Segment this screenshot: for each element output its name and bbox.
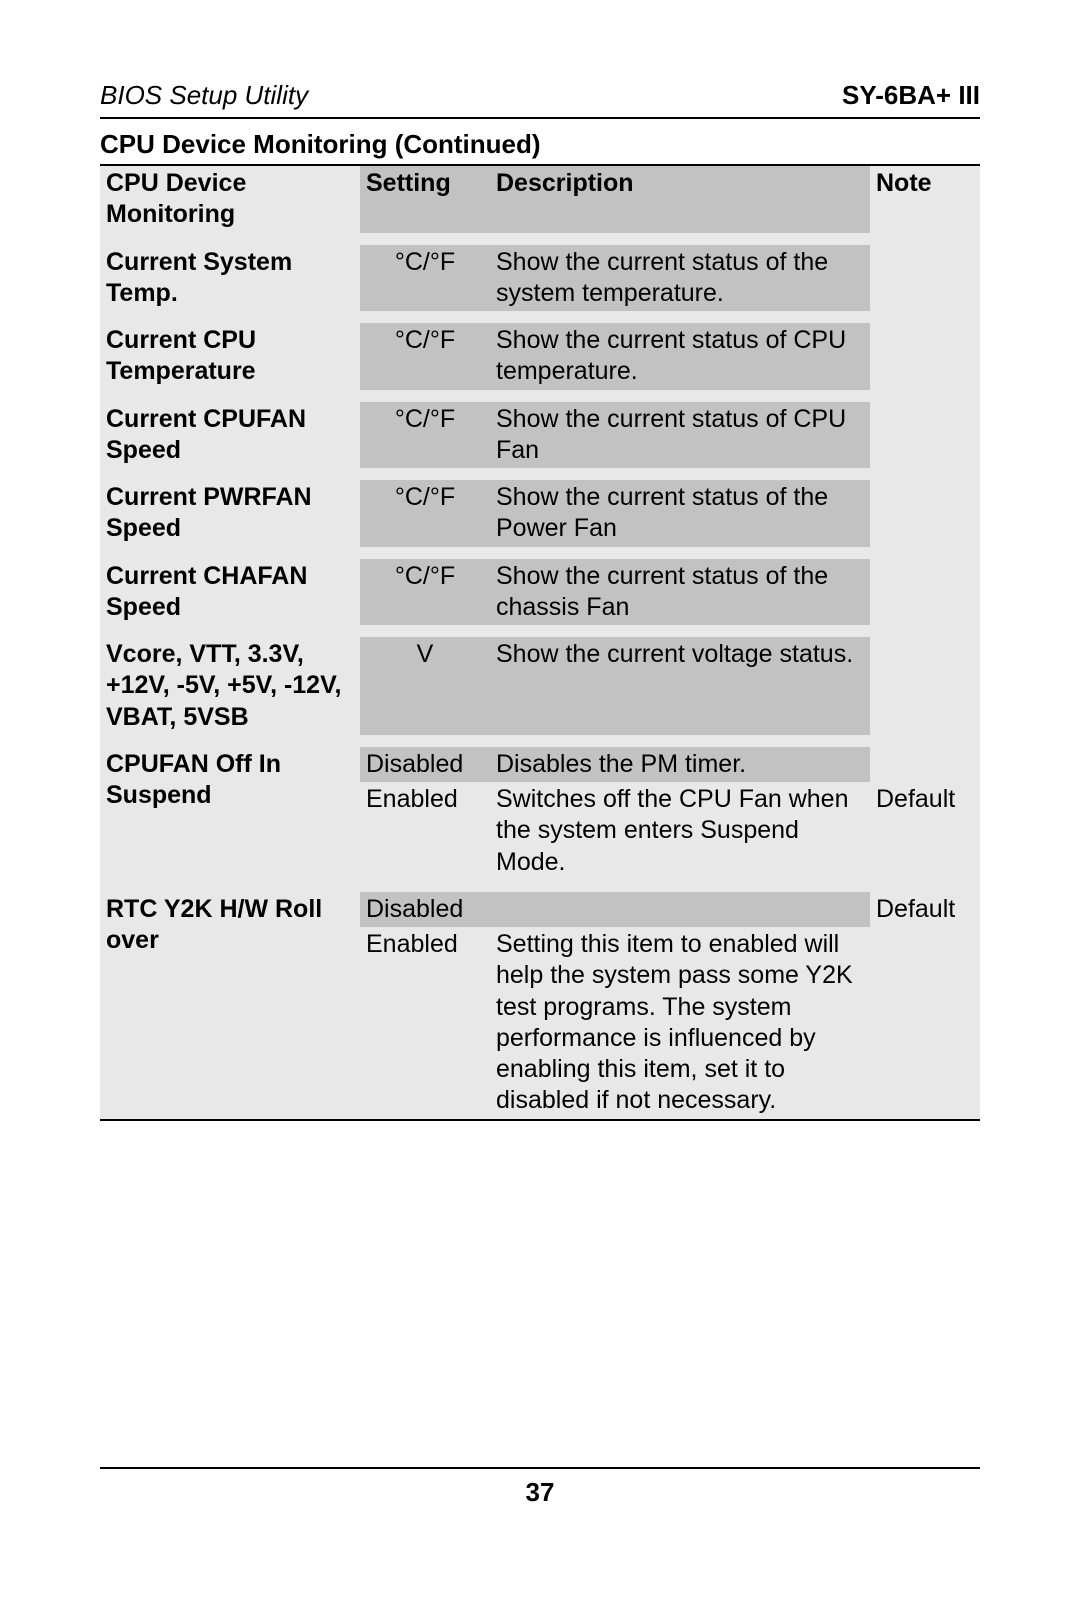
page-footer: 37 [100,1467,980,1508]
table-row: Current PWRFAN Speed°C/°FShow the curren… [100,480,980,547]
section-title: CPU Device Monitoring (Continued) [100,129,980,160]
row-name: Current CPU Temperature [100,323,360,390]
row-note [870,245,980,312]
page-header: BIOS Setup Utility SY-6BA+ III [100,80,980,119]
table-row: Vcore, VTT, 3.3V, +12V, -5V, +5V, -12V, … [100,637,980,735]
row-name: CPUFAN Off In Suspend [100,747,360,880]
table-spacer-row [100,625,980,637]
row-name: Current PWRFAN Speed [100,480,360,547]
table-row: Current CPUFAN Speed°C/°FShow the curren… [100,402,980,469]
table-spacer-row [100,880,980,892]
row-setting: °C/°F [360,245,490,312]
table-row: Current System Temp.°C/°FShow the curren… [100,245,980,312]
row-description [490,892,870,927]
table-header-row: CPU Device MonitoringSettingDescriptionN… [100,165,980,233]
table-row: RTC Y2K H/W Roll overDisabledDefault [100,892,980,927]
table-spacer-row [100,311,980,323]
row-description: Switches off the CPU Fan when the system… [490,782,870,880]
row-name: Current System Temp. [100,245,360,312]
row-note [870,559,980,626]
row-description: Setting this item to enabled will help t… [490,927,870,1120]
row-note [870,480,980,547]
row-description: Show the current status of the Power Fan [490,480,870,547]
table-spacer-row [100,547,980,559]
row-note [870,323,980,390]
row-description: Show the current voltage status. [490,637,870,735]
col-header-name: CPU Device Monitoring [100,165,360,233]
col-header-description: Description [490,165,870,233]
row-note [870,637,980,735]
row-description: Show the current status of CPU Fan [490,402,870,469]
row-setting: V [360,637,490,735]
row-note [870,402,980,469]
row-setting: Disabled [360,892,490,927]
row-description: Show the current status of CPU temperatu… [490,323,870,390]
page-number: 37 [100,1477,980,1508]
row-description: Disables the PM timer. [490,747,870,782]
row-note [870,927,980,1120]
row-setting: °C/°F [360,559,490,626]
row-note: Default [870,782,980,880]
row-note: Default [870,892,980,927]
row-description: Show the current status of the chassis F… [490,559,870,626]
col-header-setting: Setting [360,165,490,233]
row-note [870,747,980,782]
row-name: Current CHAFAN Speed [100,559,360,626]
table-row: Current CPU Temperature°C/°FShow the cur… [100,323,980,390]
table-spacer-row [100,735,980,747]
col-header-note: Note [870,165,980,233]
row-setting: °C/°F [360,402,490,469]
row-setting: Disabled [360,747,490,782]
cpu-monitoring-table: CPU Device MonitoringSettingDescriptionN… [100,164,980,1121]
table-row: CPUFAN Off In SuspendDisabledDisables th… [100,747,980,782]
table-spacer-row [100,233,980,245]
table-spacer-row [100,390,980,402]
row-setting: Enabled [360,927,490,1120]
table-spacer-row [100,468,980,480]
row-name: Vcore, VTT, 3.3V, +12V, -5V, +5V, -12V, … [100,637,360,735]
row-setting: °C/°F [360,480,490,547]
row-setting: Enabled [360,782,490,880]
row-setting: °C/°F [360,323,490,390]
header-left: BIOS Setup Utility [100,80,308,111]
row-name: Current CPUFAN Speed [100,402,360,469]
table-row: Current CHAFAN Speed°C/°FShow the curren… [100,559,980,626]
header-right: SY-6BA+ III [842,80,980,111]
row-name: RTC Y2K H/W Roll over [100,892,360,1120]
row-description: Show the current status of the system te… [490,245,870,312]
